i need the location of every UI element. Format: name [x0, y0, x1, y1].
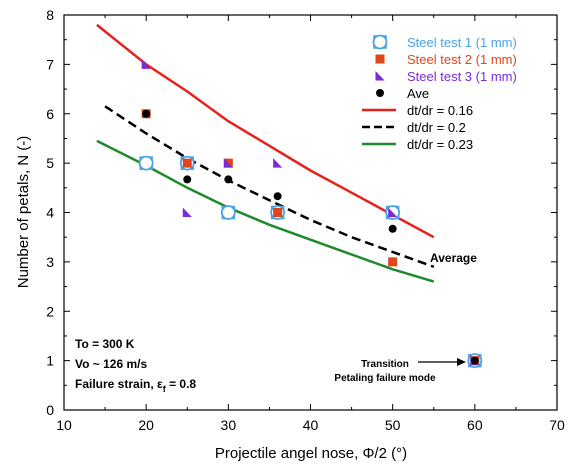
legend-curve-label-3: dt/dr = 0.23: [407, 137, 473, 152]
series-3-point-2: [182, 207, 192, 217]
y-tick-label: 8: [46, 7, 54, 23]
y-tick-label: 1: [46, 353, 54, 369]
y-tick-label: 3: [46, 254, 54, 270]
series-2-point-5: [388, 257, 398, 267]
series-2-point-2: [182, 158, 192, 168]
series-2-point-4: [273, 208, 283, 217]
y-tick-label: 0: [46, 402, 54, 418]
series-4-point-4: [273, 192, 282, 201]
marker-circle-outline: [220, 205, 236, 220]
curve-line-3: [96, 139, 435, 283]
legend-marker-2: [375, 54, 385, 64]
legend-label-2: Steel test 2 (1 mm): [407, 52, 517, 67]
curve-line-1: [96, 23, 435, 239]
series-4-point-3: [224, 175, 233, 184]
legend-marker-4: [376, 89, 384, 97]
transition-arrow-head: [457, 358, 466, 366]
legend-label-3: Steel test 3 (1 mm): [407, 69, 517, 84]
series-3-point-5: [388, 207, 398, 217]
transition-mode-label: Petaling failure mode: [334, 373, 436, 384]
x-tick-label: 40: [303, 417, 319, 433]
data-points: [138, 59, 483, 369]
y-tick-label: 2: [46, 303, 54, 319]
marker-circle-outline: [372, 34, 388, 50]
curve-line-2: [104, 105, 435, 268]
model-curves: [96, 23, 435, 283]
legend-label-1: Steel test 1 (1 mm): [407, 35, 517, 50]
average-label: Average: [430, 251, 477, 265]
legend-label-4: Ave: [407, 86, 429, 101]
y-tick-label: 5: [46, 155, 54, 171]
conditions-failure-strain: Failure strain, εf = 0.8: [75, 377, 196, 394]
legend-curve-label-2: dt/dr = 0.2: [407, 120, 466, 135]
series-1-point-3: [220, 205, 236, 220]
series-3-point-4: [273, 158, 283, 168]
y-tick-label: 6: [46, 106, 54, 122]
x-tick-label: 10: [56, 417, 72, 433]
x-tick-label: 30: [221, 417, 237, 433]
marker-circle-outline: [138, 155, 154, 171]
series-1-point-1: [138, 155, 154, 171]
failure-strain-prefix: Failure strain,: [75, 377, 157, 391]
legend: Steel test 1 (1 mm) Steel test 2 (1 mm) St…: [362, 34, 517, 152]
failure-strain-suffix: = 0.8: [166, 377, 197, 391]
x-tick-label: 70: [549, 417, 565, 433]
y-tick-label: 7: [46, 56, 54, 72]
x-tick-label: 20: [138, 417, 154, 433]
x-tick-label: 50: [385, 417, 401, 433]
series-4-point-1: [142, 109, 151, 118]
series-3-point-1: [141, 59, 151, 69]
series-4-point-2: [183, 175, 192, 184]
axis-ticks: 10 20 30 40 50 60 70 0 1 2 3 4 5 6 7 8: [46, 7, 565, 433]
conditions-temperature: To = 300 K: [75, 337, 135, 351]
series-4-point-6: [470, 356, 479, 365]
conditions-velocity: Vo ~ 126 m/s: [75, 357, 147, 371]
x-axis-label: Projectile angel nose, Φ/2 (°): [215, 445, 407, 462]
transition-label: Transition: [361, 359, 409, 370]
conditions-note: To = 300 K Vo ~ 126 m/s Failure strain, …: [75, 337, 196, 394]
y-axis-label: Number of petals, N (-): [15, 136, 32, 289]
failure-strain-symbol: ε: [157, 377, 163, 391]
series-4-point-5: [388, 224, 397, 233]
x-tick-label: 60: [467, 417, 483, 433]
transition-note: Transition Petaling failure mode: [334, 358, 466, 384]
legend-marker-3: [375, 71, 385, 81]
series-3-point-3: [223, 158, 233, 168]
legend-marker-1: [372, 34, 388, 50]
y-tick-label: 4: [46, 205, 54, 221]
failure-strain-subscript: f: [163, 384, 167, 394]
legend-curve-label-1: dt/dr = 0.16: [407, 103, 473, 118]
